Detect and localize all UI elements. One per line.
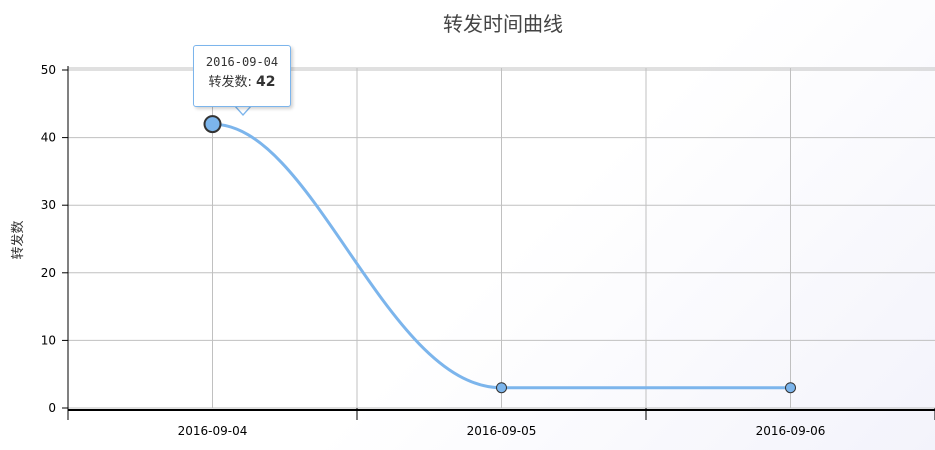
y-tick-label: 0 bbox=[48, 401, 56, 415]
tooltip-separator: : bbox=[247, 75, 252, 90]
tooltip: 2016-09-04 转发数: 42 bbox=[193, 45, 291, 107]
y-tick-label: 10 bbox=[41, 333, 56, 347]
data-point-hovered[interactable] bbox=[203, 115, 222, 134]
y-axis-label: 转发数 bbox=[10, 220, 26, 259]
tooltip-date: 2016-09-04 bbox=[205, 55, 279, 69]
tooltip-pointer-fill bbox=[235, 105, 251, 114]
tick-labels: 0 10 20 30 40 50 2016-09-04 2016-09-05 2016-09-0… bbox=[41, 63, 826, 438]
data-point[interactable] bbox=[496, 382, 507, 394]
chart-title: 转发时间曲线 bbox=[443, 12, 563, 36]
series-line bbox=[212, 122, 791, 390]
x-tick-label: 2016-09-06 bbox=[756, 424, 826, 438]
grid-lines bbox=[68, 67, 935, 409]
y-tick-label: 40 bbox=[41, 131, 56, 145]
tooltip-row: 转发数: 42 bbox=[194, 72, 290, 93]
marker-layer bbox=[203, 115, 796, 394]
axes bbox=[62, 66, 935, 420]
y-tick-label: 50 bbox=[41, 63, 56, 77]
data-point[interactable] bbox=[785, 382, 796, 394]
tooltip-series-label: 转发数 bbox=[208, 75, 248, 90]
x-tick-label: 2016-09-04 bbox=[178, 424, 248, 438]
series-layer bbox=[212, 122, 791, 390]
x-tick-label: 2016-09-05 bbox=[467, 424, 537, 438]
tooltip-value: 42 bbox=[256, 74, 276, 90]
y-tick-label: 20 bbox=[41, 266, 56, 280]
y-tick-label: 30 bbox=[41, 198, 56, 212]
